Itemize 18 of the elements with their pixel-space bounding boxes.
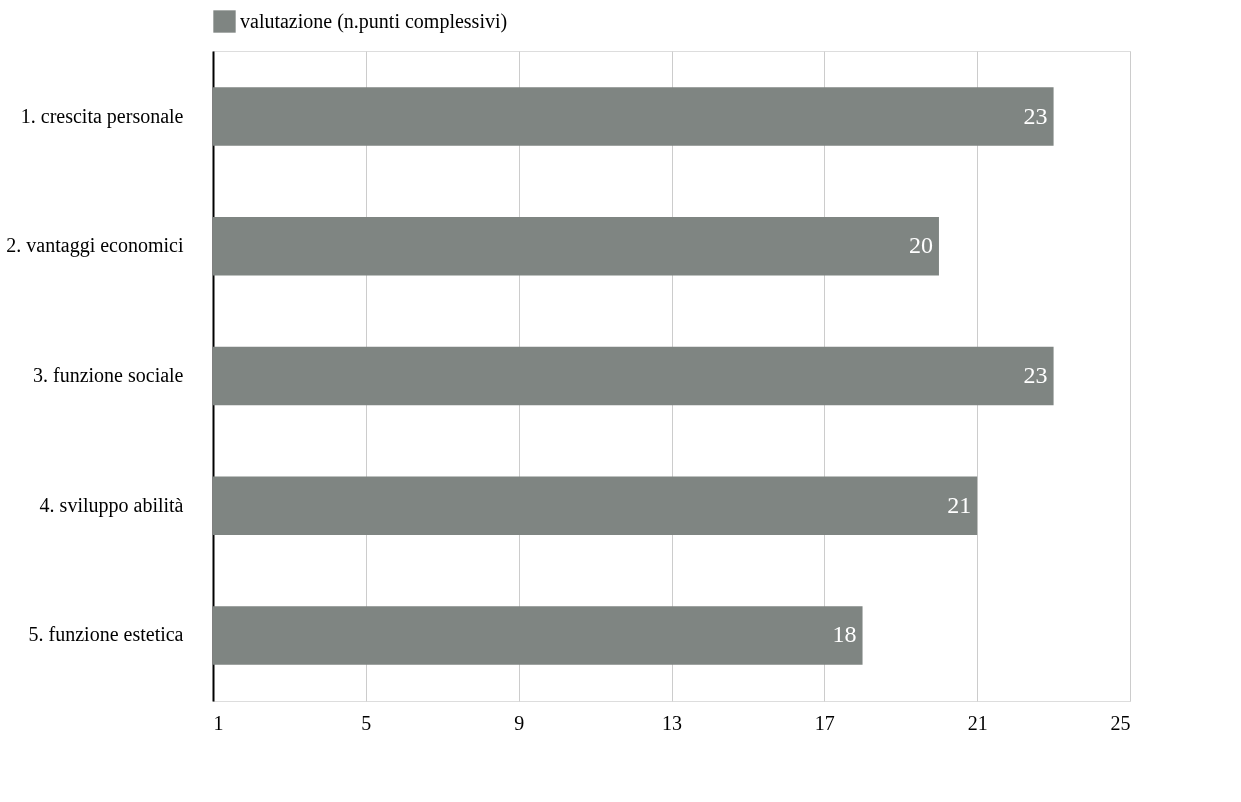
y-tick-label: 2. vantaggi economici xyxy=(6,234,184,258)
legend-label: valutazione (n.punti complessivi) xyxy=(240,9,508,33)
data-label: 20 xyxy=(908,232,933,259)
data-label: 21 xyxy=(947,491,972,518)
x-tick-label: 9 xyxy=(514,711,525,734)
x-tick-label: 21 xyxy=(967,711,988,734)
data-label: 23 xyxy=(1023,102,1048,129)
x-tick-label: 5 xyxy=(361,711,372,734)
data-label: 18 xyxy=(832,621,857,648)
y-tick-label: 3. funzione sociale xyxy=(33,364,184,386)
x-tick-label: 1 xyxy=(213,711,224,734)
x-tick-label: 13 xyxy=(662,711,682,734)
x-tick-label: 25 xyxy=(1110,711,1131,734)
x-tick-label: 17 xyxy=(814,711,835,734)
data-label: 23 xyxy=(1023,362,1048,388)
y-tick-label: 4. sviluppo abilità xyxy=(39,493,184,517)
y-tick-label: 1. crescita personale xyxy=(20,104,184,128)
y-tick-label: 5. funzione estetica xyxy=(28,623,184,646)
